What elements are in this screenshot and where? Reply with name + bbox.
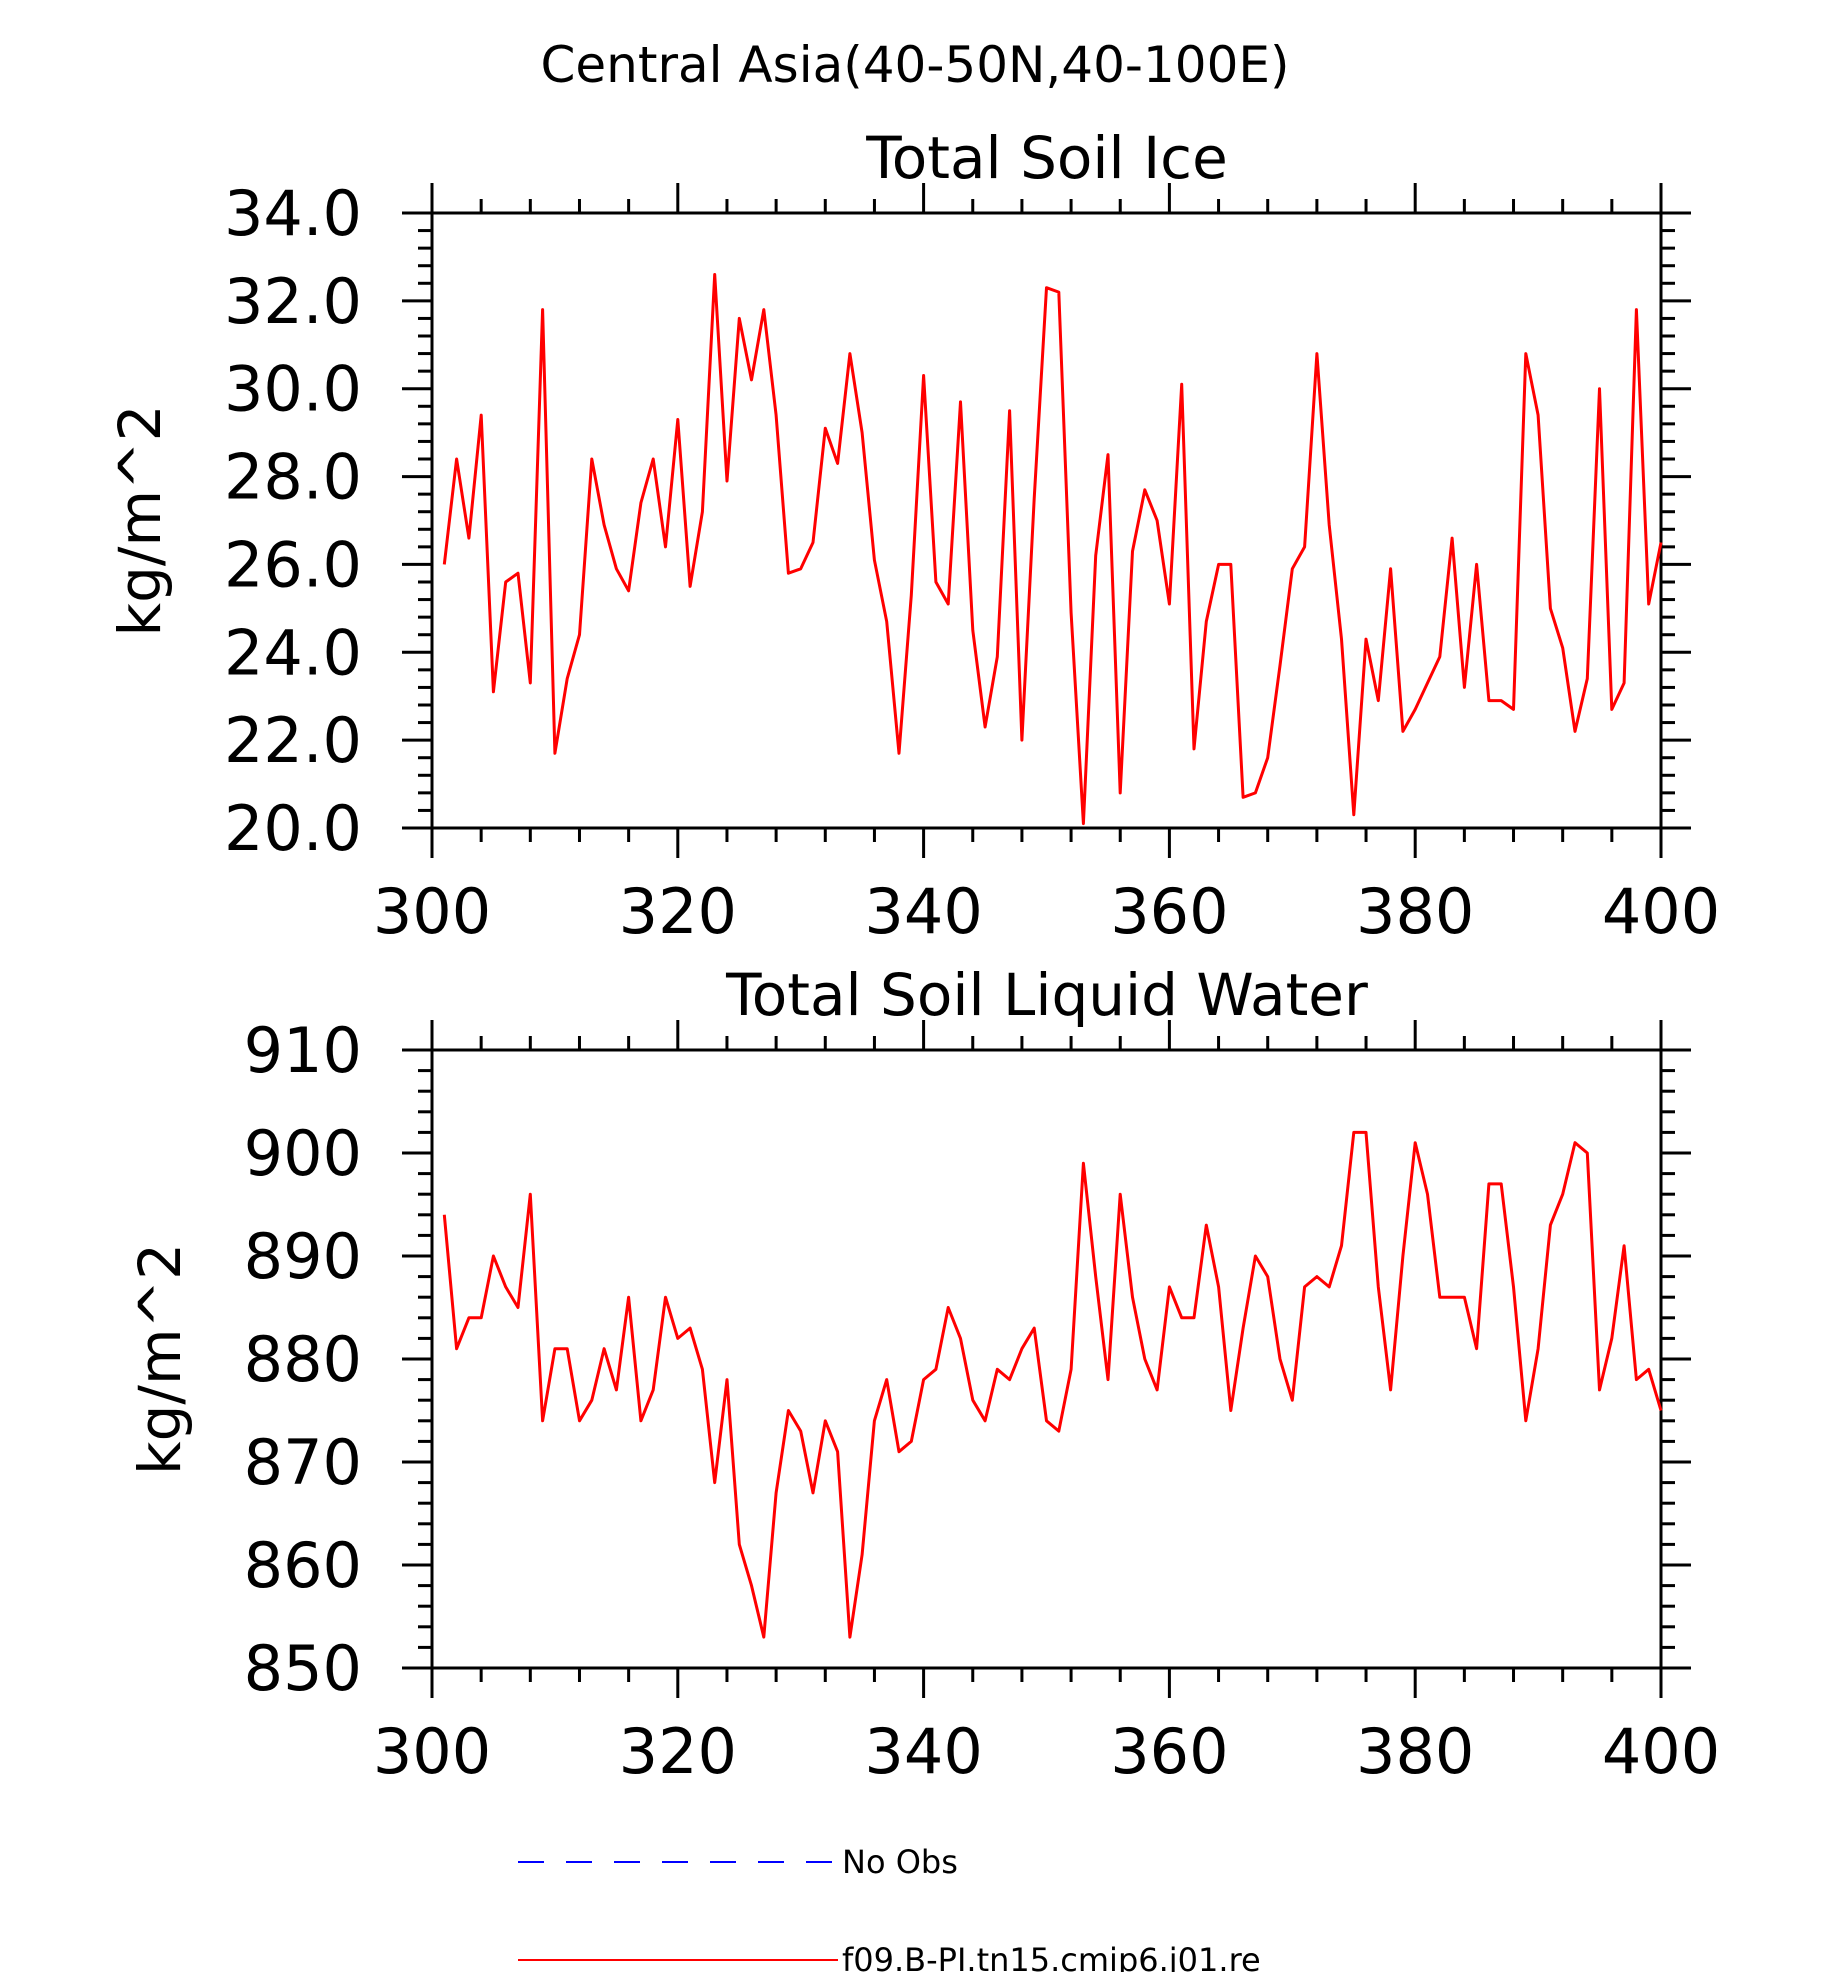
panel-title: Total Soil Liquid Water <box>725 961 1368 1029</box>
y-ticks <box>402 1048 1691 1670</box>
y-tick-label: 860 <box>244 1529 362 1602</box>
y-ticks <box>402 211 1691 830</box>
series-line <box>442 273 1663 826</box>
y-axis-label: kg/m^2 <box>106 405 174 637</box>
x-tick-label: 400 <box>1602 1715 1720 1788</box>
y-axis-label: kg/m^2 <box>126 1243 194 1475</box>
legend-entry-2: f09.B-PI.tn15.cmip6.j01.re <box>518 1941 1261 1972</box>
chart-panel-2: Total Soil Liquid Water kg/m^2 300 320 340 36… <box>126 961 1720 1788</box>
figure-suptitle: Central Asia(40-50N,40-100E) <box>540 36 1289 94</box>
y-tick-label: 30.0 <box>224 353 362 426</box>
x-ticks <box>430 1020 1663 1698</box>
y-tick-label: 900 <box>244 1117 362 1190</box>
y-tick-label: 26.0 <box>224 528 362 601</box>
series-line <box>442 1130 1663 1639</box>
panel-title: Total Soil Ice <box>865 124 1228 192</box>
x-tick-label: 400 <box>1602 875 1720 948</box>
x-tick-label: 300 <box>373 1715 491 1788</box>
legend: No Obs f09.B-PI.tn15.cmip6.j01.re <box>518 1843 1261 1972</box>
y-tick-label: 22.0 <box>224 704 362 777</box>
y-tick-label: 850 <box>244 1632 362 1705</box>
x-tick-label: 360 <box>1110 1715 1228 1788</box>
x-tick-label: 380 <box>1356 875 1474 948</box>
plot-frame <box>430 1048 1663 1670</box>
legend-label: No Obs <box>842 1843 958 1881</box>
y-tick-label: 32.0 <box>224 265 362 338</box>
y-tick-label: 24.0 <box>224 616 362 689</box>
x-tick-label: 340 <box>864 1715 982 1788</box>
y-tick-label: 20.0 <box>224 792 362 865</box>
y-tick-label: 28.0 <box>224 441 362 514</box>
x-ticks <box>430 183 1663 858</box>
legend-entry-1: No Obs <box>518 1843 958 1881</box>
chart-panel-1: Total Soil Ice kg/m^2 300 320 340 360 380 400 20… <box>106 124 1720 948</box>
y-tick-label: 34.0 <box>224 177 362 250</box>
y-tick-label: 870 <box>244 1426 362 1499</box>
y-tick-label: 880 <box>244 1323 362 1396</box>
x-tick-label: 320 <box>619 1715 737 1788</box>
y-tick-label: 890 <box>244 1220 362 1293</box>
x-tick-label: 300 <box>373 875 491 948</box>
legend-label: f09.B-PI.tn15.cmip6.j01.re <box>842 1941 1261 1972</box>
x-tick-label: 380 <box>1356 1715 1474 1788</box>
x-tick-label: 360 <box>1110 875 1228 948</box>
x-tick-label: 320 <box>619 875 737 948</box>
plot-frame <box>430 211 1663 830</box>
y-tick-label: 910 <box>244 1014 362 1087</box>
chart-panels: Total Soil Ice kg/m^2 300 320 340 360 380 400 20… <box>106 124 1720 1788</box>
x-tick-label: 340 <box>864 875 982 948</box>
